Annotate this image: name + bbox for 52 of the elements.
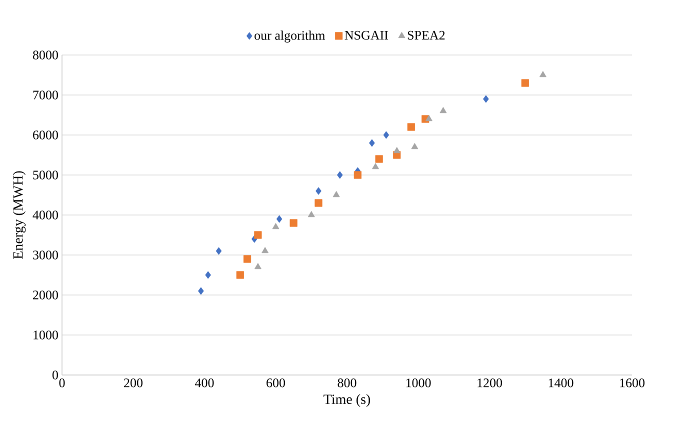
point [216, 247, 222, 255]
point [276, 215, 282, 223]
y-tick-label: 2000 [33, 290, 58, 300]
y-tick-label: 6000 [33, 130, 58, 140]
y-tick-label: 5000 [33, 170, 58, 180]
point [440, 106, 447, 114]
point [308, 210, 315, 218]
y-tick-label: 3000 [33, 250, 58, 260]
x-tick-label: 1200 [478, 378, 502, 388]
point [198, 287, 204, 295]
legend-label: NSGAII [344, 30, 388, 40]
point [290, 219, 298, 227]
point [254, 262, 262, 270]
point [243, 255, 252, 263]
point [236, 271, 244, 279]
x-tick-label: 600 [266, 378, 286, 388]
point [332, 190, 340, 198]
x-tick-label: 400 [195, 378, 214, 388]
point [316, 187, 322, 195]
point [262, 246, 269, 254]
point [425, 114, 432, 122]
y-tick-label: 1000 [34, 330, 58, 340]
x-tick-label: 800 [338, 378, 356, 388]
y-axis-title: Energy (MWH) [12, 171, 26, 259]
point [314, 199, 322, 207]
point [369, 139, 375, 147]
point [411, 142, 418, 150]
point [354, 171, 362, 179]
x-tick-label: 1000 [406, 378, 431, 388]
point [272, 222, 280, 230]
x-tick-label: 1600 [620, 378, 645, 388]
point [393, 146, 400, 154]
y-tick-label: 7000 [33, 90, 58, 100]
y-tick-label: 0 [52, 370, 58, 380]
point [521, 79, 529, 87]
x-tick-label: 0 [59, 378, 65, 388]
point [372, 162, 379, 170]
x-tick-label: 1400 [548, 378, 574, 388]
point [483, 95, 489, 103]
y-tick-label: 8000 [32, 50, 58, 60]
y-tick-label: 4000 [32, 210, 58, 220]
point [539, 70, 546, 78]
point [383, 131, 390, 139]
point [407, 123, 415, 131]
point [254, 231, 262, 239]
legend-label: our algorithm [254, 30, 326, 43]
point [375, 155, 383, 163]
point [205, 271, 211, 279]
x-axis-title: Time (s) [324, 394, 370, 407]
legend-label: SPEA2 [408, 30, 445, 40]
x-tick-label: 200 [124, 378, 143, 388]
point [336, 171, 343, 179]
